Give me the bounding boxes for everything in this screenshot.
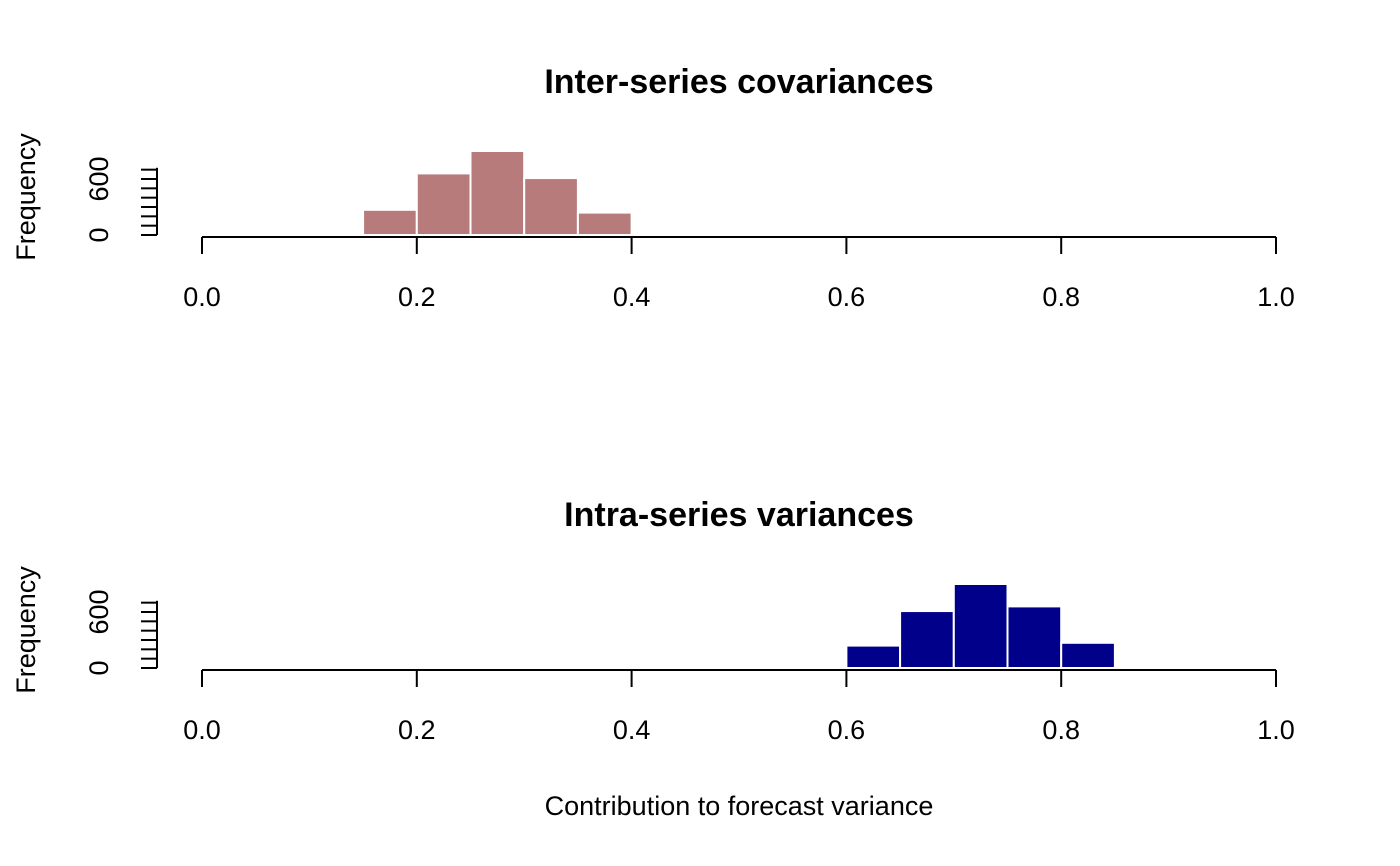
- chart-title: Inter-series covariances: [544, 63, 933, 101]
- histogram-bar: [899, 610, 955, 669]
- y-axis-label: Frequency: [11, 133, 41, 261]
- histogram-bar: [845, 644, 902, 669]
- bars: [308, 150, 687, 237]
- y-tick-label: 0: [84, 660, 114, 675]
- chart-title: Intra-series variances: [564, 496, 914, 534]
- x-tick-label: 0.4: [613, 282, 651, 312]
- histogram-bar: [469, 150, 526, 236]
- x-tick-label: 0.2: [398, 282, 436, 312]
- y-tick-label: 600: [84, 589, 114, 634]
- histogram-bar: [576, 211, 633, 237]
- y-axis-label: Frequency: [11, 566, 41, 694]
- x-tick-label: 0.6: [828, 715, 866, 745]
- x-tick-label: 1.0: [1257, 282, 1295, 312]
- histogram-bar: [630, 232, 687, 237]
- x-tick-label: 0.2: [398, 715, 436, 745]
- x-axis: 0.0 0.2 0.4 0.6 0.8 1.0: [183, 669, 1295, 745]
- histogram-bar: [1060, 641, 1116, 669]
- x-tick-label: 1.0: [1257, 715, 1295, 745]
- x-axis-label: Contribution to forecast variance: [545, 791, 934, 821]
- x-axis: 0.0 0.2 0.4 0.6 0.8 1.0: [183, 236, 1295, 312]
- histogram-bar: [308, 232, 365, 237]
- histogram-bar: [791, 665, 848, 669]
- bars: [791, 583, 1170, 670]
- histogram-bar: [415, 172, 472, 236]
- x-tick-label: 0.8: [1042, 715, 1080, 745]
- panel-intra-series: Intra-series variances Frequency 0 600 0.…: [11, 496, 1295, 745]
- x-tick-label: 0.0: [183, 715, 221, 745]
- y-axis: 0 600: [84, 589, 158, 676]
- histogram-bar: [952, 583, 1009, 669]
- x-tick-label: 0.8: [1042, 282, 1080, 312]
- histogram-bar: [362, 208, 418, 237]
- histogram-bar: [523, 177, 579, 236]
- histogram-bar: [1113, 665, 1170, 669]
- x-tick-label: 0.6: [828, 282, 866, 312]
- x-tick-label: 0.4: [613, 715, 651, 745]
- y-tick-label: 600: [84, 156, 114, 201]
- panel-inter-series: Inter-series covariances Frequency 0600 …: [11, 63, 1295, 312]
- y-tick-label: 0: [84, 227, 114, 242]
- histogram-bar: [1006, 605, 1063, 670]
- x-tick-label: 0.0: [183, 282, 221, 312]
- y-axis: 0 600: [84, 156, 158, 243]
